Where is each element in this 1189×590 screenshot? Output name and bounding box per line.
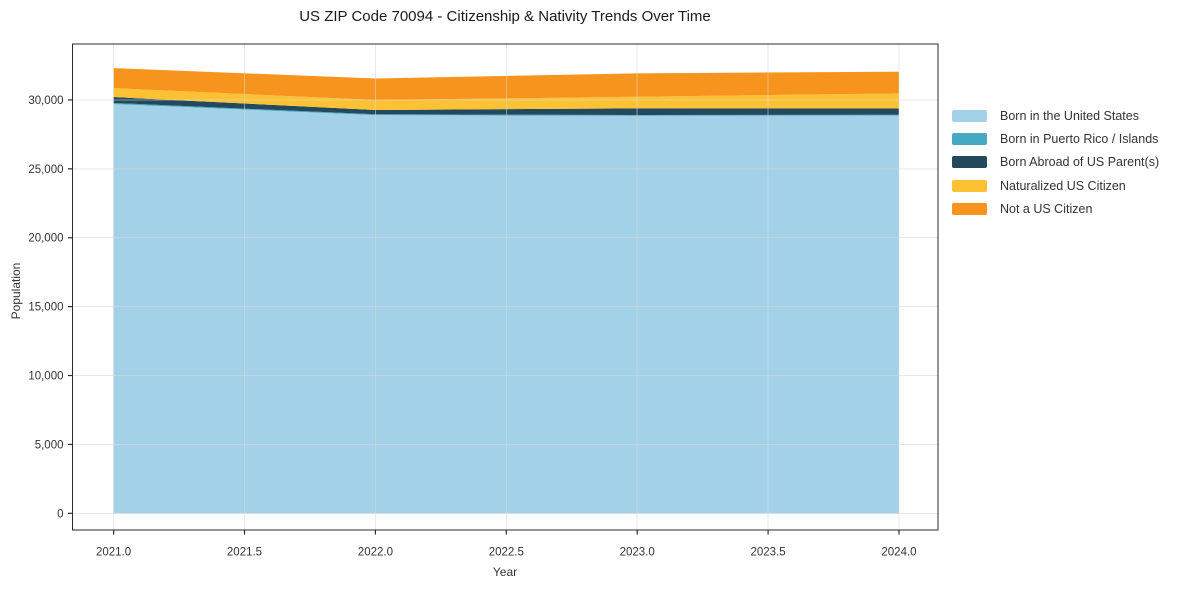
area-born-abroad-of-us-parent-s	[113, 97, 899, 115]
legend: Born in the United States Born in Puerto …	[952, 104, 1159, 220]
x-tick-label: 2021.0	[96, 547, 131, 559]
x-tick-label: 2024.0	[881, 547, 916, 559]
x-tick-label: 2022.5	[489, 547, 524, 559]
legend-swatch-icon	[952, 132, 987, 145]
y-tick-label: 5,000	[35, 439, 64, 451]
legend-label: Not a US Citizen	[1000, 201, 1093, 216]
legend-item-born-in-puerto-rico-islands: Born in Puerto Rico / Islands	[952, 127, 1159, 150]
x-tick-label: 2022.0	[358, 547, 393, 559]
legend-swatch-icon	[952, 202, 987, 215]
y-tick-label: 10,000	[28, 371, 63, 383]
x-axis-label: Year	[492, 565, 518, 579]
legend-label: Naturalized US Citizen	[1000, 178, 1126, 193]
y-tick-label: 15,000	[28, 302, 63, 314]
y-tick-label: 30,000	[28, 95, 63, 107]
legend-swatch-icon	[952, 179, 987, 192]
y-axis-label: Population	[9, 262, 23, 320]
legend-item-born-abroad-of-us-parent-s: Born Abroad of US Parent(s)	[952, 151, 1159, 174]
x-tick-label: 2021.5	[227, 547, 262, 559]
y-tick-label: 20,000	[28, 233, 63, 245]
legend-label: Born in the United States	[1000, 108, 1139, 123]
plot-border	[71, 43, 939, 531]
x-tick-label: 2023.5	[751, 547, 786, 559]
y-tick-label: 25,000	[28, 164, 63, 176]
legend-item-naturalized-us-citizen: Naturalized US Citizen	[952, 174, 1159, 197]
legend-item-not-a-us-citizen: Not a US Citizen	[952, 197, 1159, 220]
chart-title: US ZIP Code 70094 - Citizenship & Nativi…	[299, 8, 711, 25]
legend-swatch-icon	[952, 109, 987, 122]
legend-swatch-icon	[952, 156, 987, 169]
legend-item-born-in-the-united-states: Born in the United States	[952, 104, 1159, 127]
legend-label: Born in Puerto Rico / Islands	[1000, 131, 1159, 146]
legend-label: Born Abroad of US Parent(s)	[1000, 155, 1160, 170]
y-tick-label: 0	[57, 508, 63, 520]
x-tick-label: 2023.0	[620, 547, 655, 559]
